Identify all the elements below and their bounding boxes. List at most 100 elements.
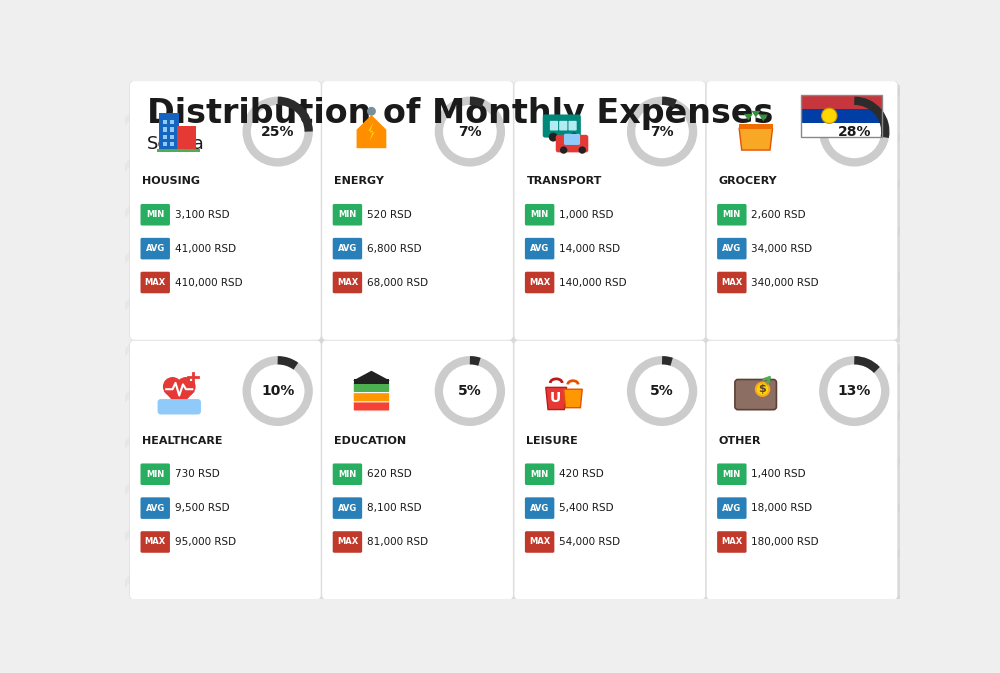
Text: Distribution of Monthly Expenses: Distribution of Monthly Expenses	[147, 97, 773, 130]
FancyBboxPatch shape	[717, 464, 747, 485]
FancyBboxPatch shape	[517, 343, 709, 603]
Text: MIN: MIN	[530, 210, 549, 219]
FancyBboxPatch shape	[801, 95, 882, 109]
Text: AVG: AVG	[146, 503, 165, 513]
Text: EDUCATION: EDUCATION	[334, 435, 406, 446]
Text: 28%: 28%	[838, 125, 871, 139]
Text: 140,000 RSD: 140,000 RSD	[559, 277, 627, 287]
FancyBboxPatch shape	[163, 127, 167, 132]
Circle shape	[579, 146, 586, 153]
FancyBboxPatch shape	[333, 531, 362, 553]
Text: U: U	[550, 392, 561, 405]
Text: 620 RSD: 620 RSD	[367, 469, 412, 479]
FancyBboxPatch shape	[354, 380, 389, 384]
FancyBboxPatch shape	[163, 142, 167, 146]
FancyBboxPatch shape	[158, 399, 201, 415]
FancyBboxPatch shape	[801, 123, 882, 137]
Polygon shape	[751, 111, 760, 118]
FancyBboxPatch shape	[140, 238, 170, 259]
Text: MIN: MIN	[146, 210, 164, 219]
Polygon shape	[739, 128, 773, 150]
Text: MAX: MAX	[337, 538, 358, 546]
FancyBboxPatch shape	[190, 374, 196, 381]
Circle shape	[163, 377, 182, 396]
Text: AVG: AVG	[722, 244, 741, 253]
Text: 34,000 RSD: 34,000 RSD	[751, 244, 812, 254]
FancyBboxPatch shape	[559, 121, 567, 131]
FancyBboxPatch shape	[157, 149, 200, 152]
FancyBboxPatch shape	[140, 497, 170, 519]
Text: 420 RSD: 420 RSD	[559, 469, 604, 479]
Text: 54,000 RSD: 54,000 RSD	[559, 537, 620, 547]
FancyBboxPatch shape	[525, 272, 554, 293]
FancyBboxPatch shape	[170, 142, 174, 146]
Text: 8,100 RSD: 8,100 RSD	[367, 503, 421, 513]
FancyBboxPatch shape	[564, 134, 580, 145]
Circle shape	[822, 108, 837, 123]
Text: 7%: 7%	[458, 125, 482, 139]
Text: 3,100 RSD: 3,100 RSD	[175, 210, 229, 220]
Polygon shape	[353, 371, 390, 381]
Text: MAX: MAX	[145, 278, 166, 287]
Text: GROCERY: GROCERY	[719, 176, 777, 186]
FancyBboxPatch shape	[325, 343, 516, 603]
Text: MAX: MAX	[721, 538, 742, 546]
FancyBboxPatch shape	[133, 84, 324, 343]
FancyBboxPatch shape	[163, 120, 167, 125]
Text: MAX: MAX	[529, 538, 550, 546]
FancyBboxPatch shape	[130, 341, 321, 600]
Text: 730 RSD: 730 RSD	[175, 469, 219, 479]
FancyBboxPatch shape	[353, 390, 390, 402]
FancyBboxPatch shape	[568, 121, 577, 131]
FancyBboxPatch shape	[717, 272, 747, 293]
FancyBboxPatch shape	[140, 464, 170, 485]
FancyBboxPatch shape	[543, 114, 581, 137]
Text: MAX: MAX	[529, 278, 550, 287]
FancyBboxPatch shape	[140, 204, 170, 225]
FancyBboxPatch shape	[556, 135, 588, 152]
Text: 81,000 RSD: 81,000 RSD	[367, 537, 428, 547]
Text: 410,000 RSD: 410,000 RSD	[175, 277, 242, 287]
Polygon shape	[368, 122, 374, 141]
Text: AVG: AVG	[146, 244, 165, 253]
FancyBboxPatch shape	[133, 343, 324, 603]
FancyBboxPatch shape	[177, 126, 196, 150]
FancyBboxPatch shape	[130, 81, 321, 341]
FancyBboxPatch shape	[170, 135, 174, 139]
Polygon shape	[546, 388, 567, 410]
Text: MAX: MAX	[721, 278, 742, 287]
Text: 2,600 RSD: 2,600 RSD	[751, 210, 806, 220]
Circle shape	[560, 146, 567, 153]
Circle shape	[549, 133, 558, 141]
Text: TRANSPORT: TRANSPORT	[526, 176, 602, 186]
Text: MIN: MIN	[530, 470, 549, 479]
FancyBboxPatch shape	[514, 81, 705, 341]
Text: MIN: MIN	[723, 210, 741, 219]
FancyBboxPatch shape	[353, 400, 390, 411]
Text: 95,000 RSD: 95,000 RSD	[175, 537, 236, 547]
FancyBboxPatch shape	[717, 204, 747, 225]
Polygon shape	[759, 114, 768, 121]
Circle shape	[176, 377, 196, 396]
Text: MIN: MIN	[146, 470, 164, 479]
Text: 520 RSD: 520 RSD	[367, 210, 412, 220]
Text: AVG: AVG	[722, 503, 741, 513]
FancyBboxPatch shape	[739, 125, 773, 129]
FancyBboxPatch shape	[525, 204, 554, 225]
Text: MAX: MAX	[337, 278, 358, 287]
Text: OTHER: OTHER	[719, 435, 761, 446]
FancyBboxPatch shape	[801, 109, 882, 123]
FancyBboxPatch shape	[525, 464, 554, 485]
Text: MIN: MIN	[338, 210, 357, 219]
Text: 180,000 RSD: 180,000 RSD	[751, 537, 819, 547]
FancyBboxPatch shape	[353, 382, 390, 392]
Text: MIN: MIN	[338, 470, 357, 479]
Text: 9,500 RSD: 9,500 RSD	[175, 503, 229, 513]
Text: 41,000 RSD: 41,000 RSD	[175, 244, 236, 254]
FancyBboxPatch shape	[717, 497, 747, 519]
Text: $: $	[759, 384, 766, 394]
Text: 340,000 RSD: 340,000 RSD	[751, 277, 819, 287]
FancyBboxPatch shape	[159, 113, 179, 150]
FancyBboxPatch shape	[333, 497, 362, 519]
FancyBboxPatch shape	[333, 204, 362, 225]
